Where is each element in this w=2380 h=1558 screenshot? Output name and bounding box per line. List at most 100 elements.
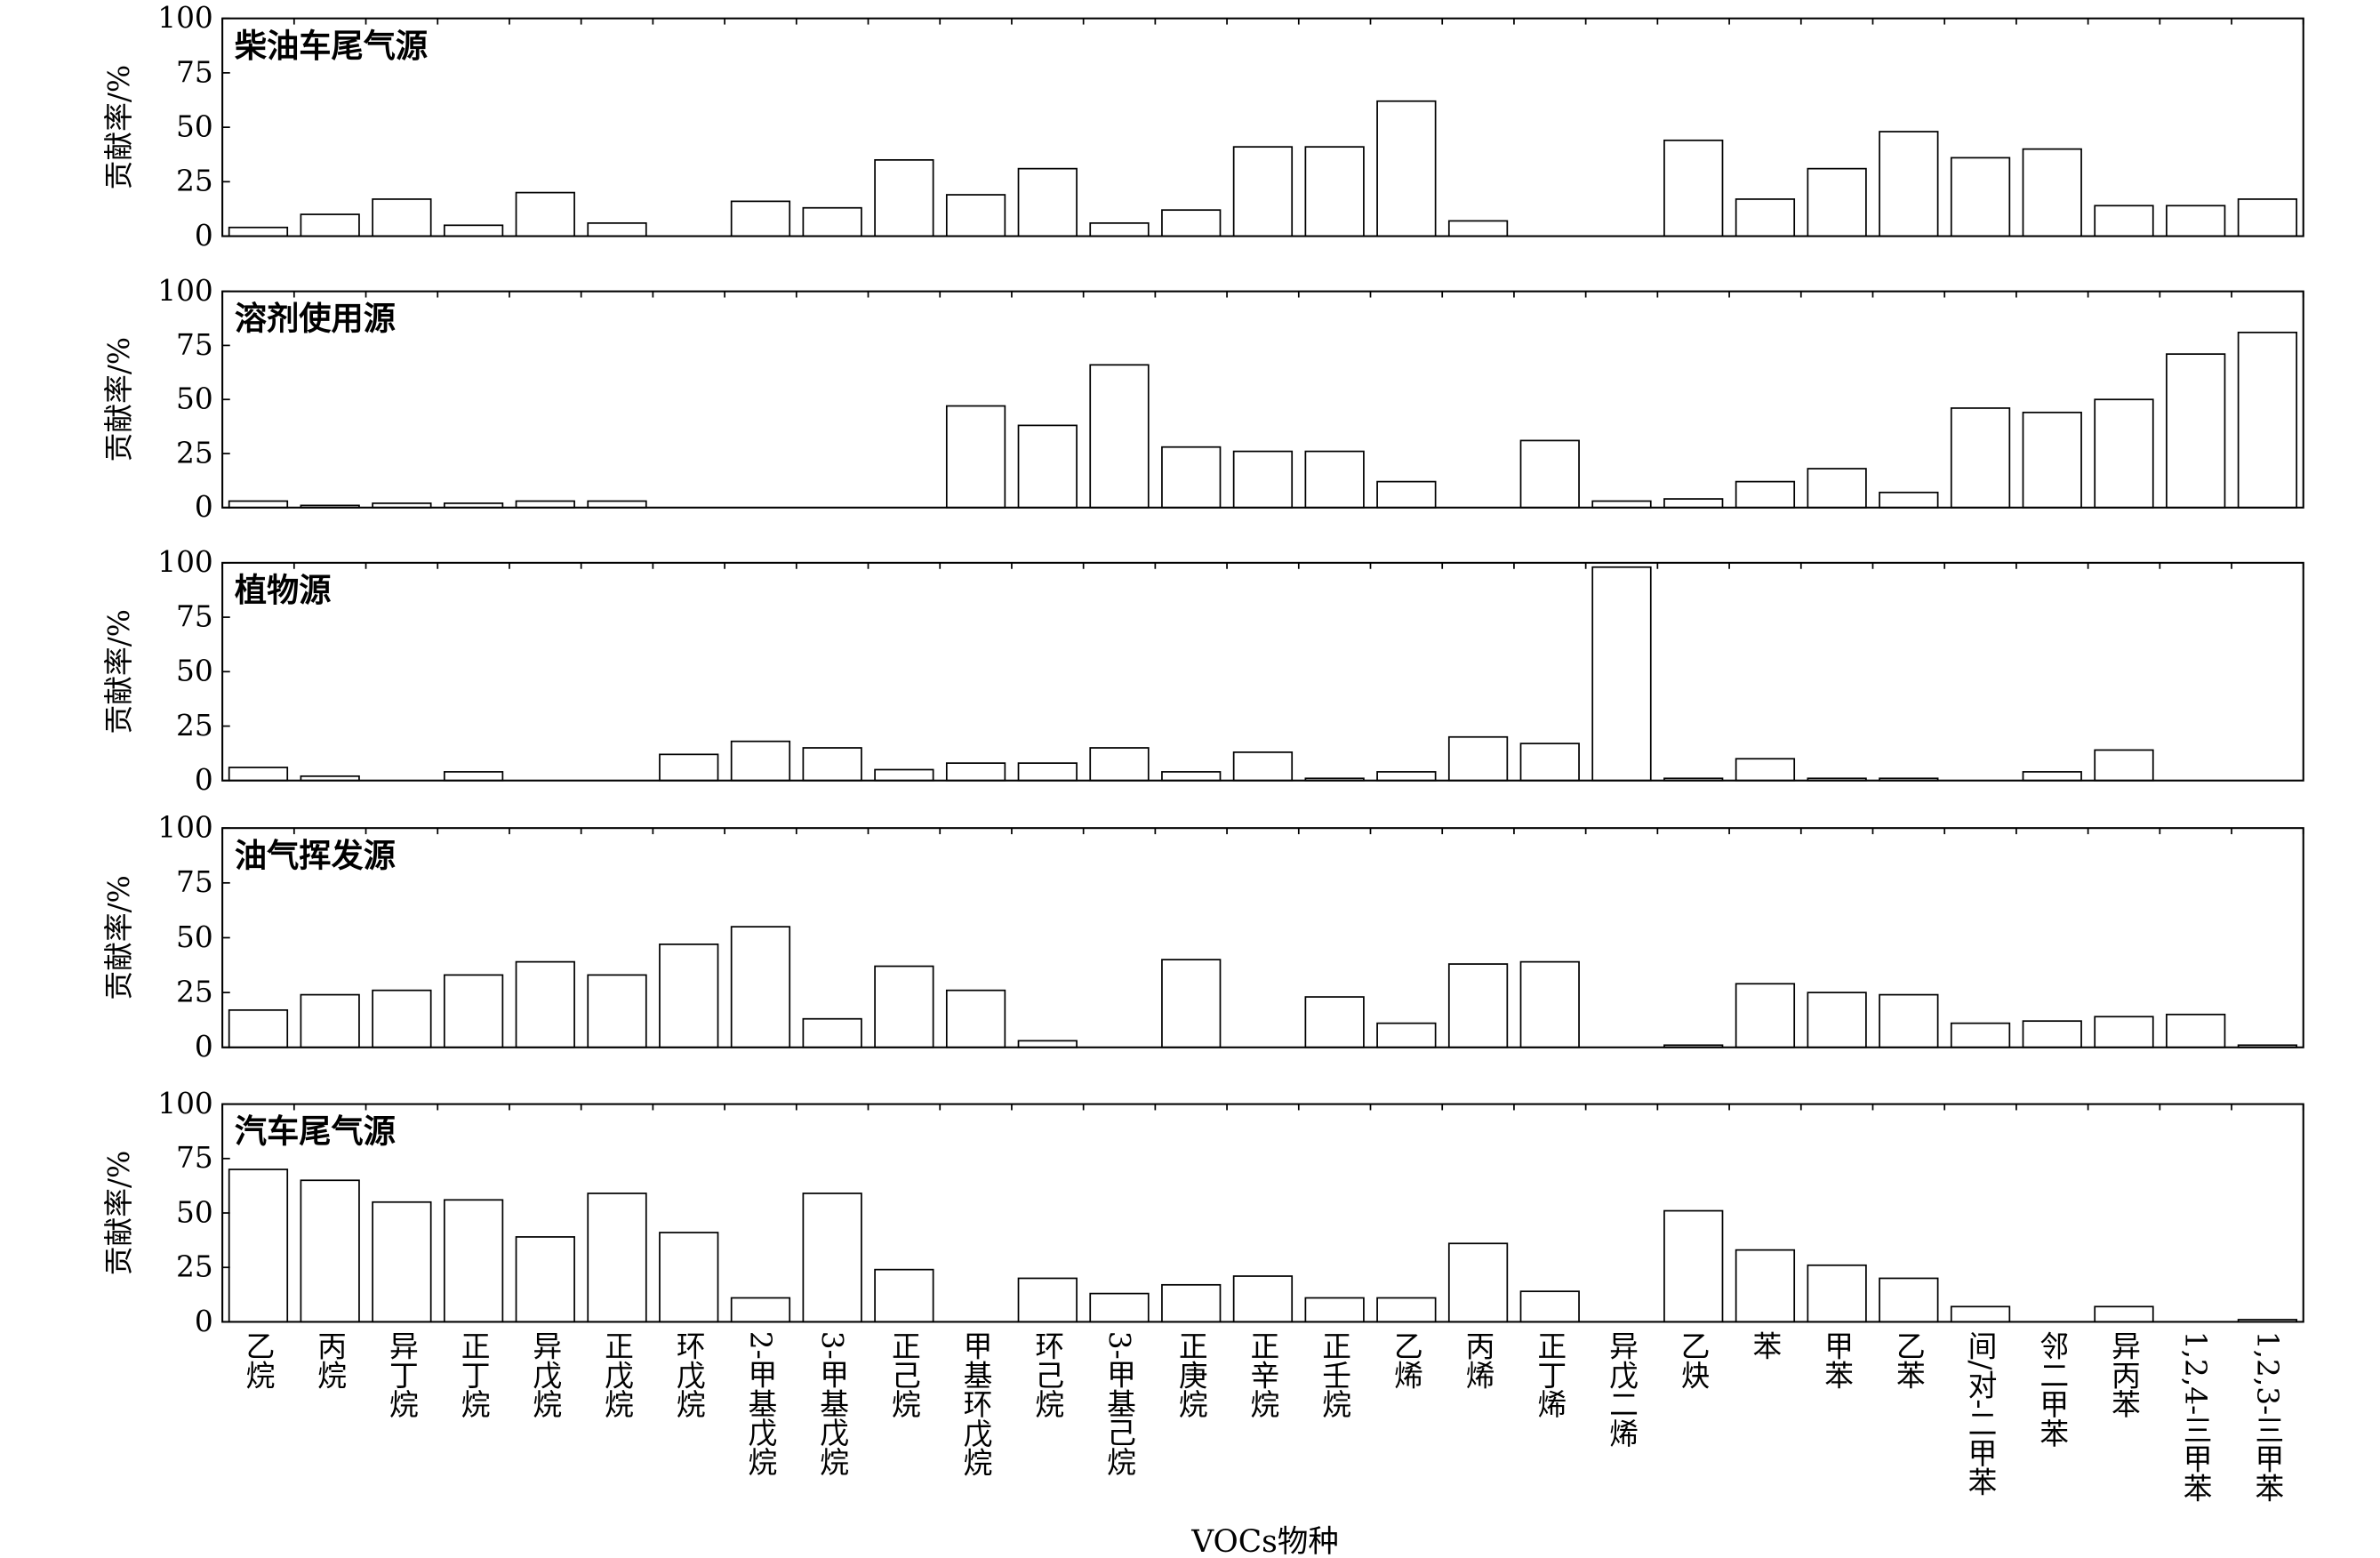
bar — [587, 974, 647, 1048]
bar — [1807, 992, 1867, 1048]
bar — [1735, 758, 1796, 782]
bar — [2094, 1016, 2154, 1048]
x-tick-label: 正己烷 — [887, 1331, 921, 1418]
x-tick-label: 丙烷 — [313, 1331, 347, 1390]
bar — [1735, 1249, 1796, 1323]
y-axis-title: 贡献率/% — [102, 875, 136, 1000]
bar — [1304, 146, 1365, 237]
bar — [874, 965, 934, 1048]
bar — [1161, 959, 1222, 1048]
bar — [515, 191, 575, 237]
bar — [443, 224, 504, 237]
panel-title: 植物源 — [235, 571, 332, 609]
y-tick-label: 50 — [176, 1195, 213, 1229]
x-tick-label: 异丙苯 — [2107, 1331, 2141, 1418]
bar — [2094, 398, 2154, 509]
y-tick-label: 0 — [195, 763, 213, 797]
y-tick-label: 100 — [157, 811, 213, 845]
bar — [443, 974, 504, 1048]
bar — [1161, 1283, 1222, 1323]
x-tick-label: 乙苯 — [1892, 1331, 1926, 1390]
bar — [1232, 751, 1294, 782]
bar — [1591, 566, 1652, 782]
bar — [1376, 1297, 1437, 1323]
bar — [515, 1236, 575, 1323]
bar — [1447, 220, 1509, 237]
bar — [515, 500, 575, 509]
bar — [874, 158, 934, 237]
x-tick-label: 环戊烷 — [672, 1331, 706, 1418]
bar — [372, 198, 432, 237]
y-tick-label: 25 — [176, 975, 213, 1008]
bar — [1807, 1264, 1867, 1323]
y-axis-title: 贡献率/% — [102, 609, 136, 734]
bar — [1017, 424, 1078, 509]
x-tick-label: 3-甲基己烷 — [1102, 1331, 1136, 1476]
y-tick-label: 75 — [176, 328, 213, 362]
bar — [1161, 771, 1222, 782]
bar — [2094, 205, 2154, 237]
bar — [1304, 1297, 1365, 1323]
y-tick-label: 0 — [195, 1305, 213, 1338]
x-tick-label: 正庚烷 — [1174, 1331, 1208, 1418]
bar — [2166, 1013, 2226, 1048]
bar — [1735, 983, 1796, 1048]
bar — [1735, 198, 1796, 237]
bar — [228, 1168, 289, 1323]
bar — [372, 989, 432, 1048]
bar — [1735, 480, 1796, 509]
bar — [1089, 747, 1150, 782]
bar — [228, 767, 289, 782]
bar — [443, 771, 504, 782]
x-tick-label: 苯 — [1748, 1331, 1782, 1361]
x-tick-label: 异戊二烯 — [1605, 1331, 1639, 1448]
bar — [2094, 1305, 2154, 1323]
x-tick-label: 邻二甲苯 — [2035, 1331, 2069, 1448]
x-tick-label: 间/对-二甲苯 — [1964, 1331, 1998, 1497]
x-tick-label: 1,2,3-三甲苯 — [2250, 1331, 2284, 1503]
bar — [2094, 749, 2154, 782]
bar — [515, 960, 575, 1048]
bar — [1089, 222, 1150, 237]
panel-title: 柴油车尾气源 — [235, 27, 428, 65]
bar — [1519, 743, 1580, 782]
x-tick-label: 正戊烷 — [600, 1331, 634, 1418]
bar — [587, 500, 647, 509]
bar — [874, 1268, 934, 1323]
panel-title: 汽车尾气源 — [235, 1112, 396, 1151]
bar — [587, 222, 647, 237]
bar — [1950, 1305, 2011, 1323]
x-tick-label: 正丁烯 — [1533, 1331, 1567, 1418]
y-tick-label: 75 — [176, 55, 213, 89]
y-tick-label: 0 — [195, 1030, 213, 1064]
bar — [730, 926, 791, 1048]
bar — [1663, 1209, 1724, 1323]
x-tick-label: 甲基环戊烷 — [959, 1331, 993, 1477]
x-tick-label: 异丁烷 — [385, 1331, 419, 1418]
bar — [1879, 1277, 1939, 1323]
bar — [1879, 131, 1939, 237]
plot-frame — [221, 561, 2304, 782]
bar — [1663, 498, 1724, 509]
bar — [1807, 167, 1867, 237]
y-tick-label: 25 — [176, 709, 213, 743]
bar — [1519, 439, 1580, 509]
y-tick-label: 100 — [157, 1, 213, 35]
y-tick-label: 75 — [176, 865, 213, 899]
bar — [945, 194, 1006, 237]
y-tick-label: 25 — [176, 165, 213, 198]
bar — [2022, 148, 2082, 237]
bar — [1447, 1242, 1509, 1323]
bar — [372, 1201, 432, 1323]
x-tick-label: 乙炔 — [1677, 1331, 1711, 1390]
x-tick-label: 环己烷 — [1030, 1331, 1064, 1418]
bar — [1807, 468, 1867, 509]
bar — [1161, 446, 1222, 509]
bar — [1376, 100, 1437, 237]
bar — [1519, 1290, 1580, 1323]
panel-title: 油气挥发源 — [235, 836, 396, 874]
